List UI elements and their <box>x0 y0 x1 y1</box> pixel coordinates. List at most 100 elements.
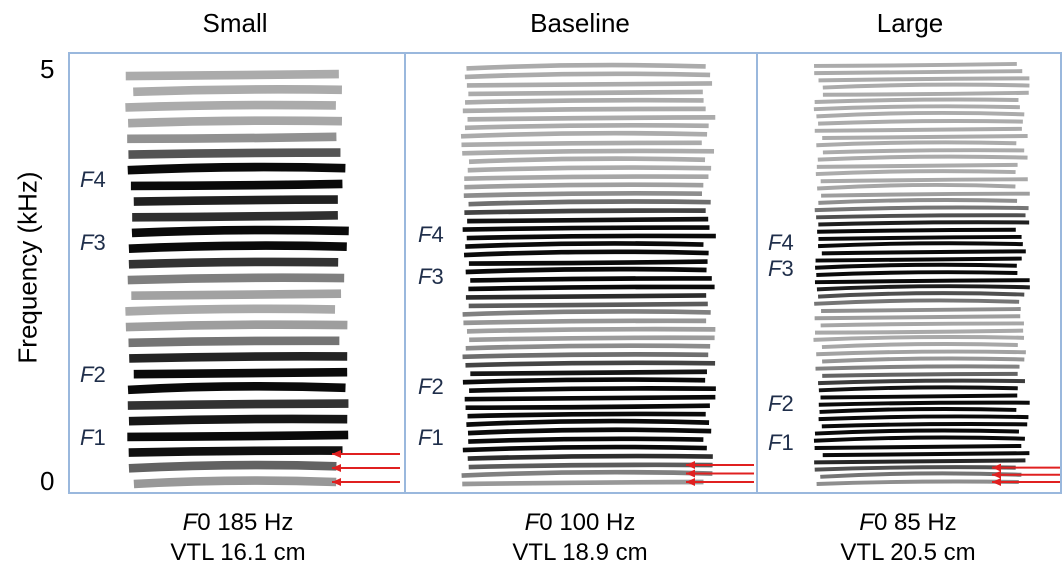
harmonic-band <box>817 154 1028 162</box>
harmonic-band <box>127 382 346 395</box>
harmonic-band <box>818 400 1030 407</box>
harmonic-band <box>820 177 1028 184</box>
harmonic-band <box>817 182 1016 191</box>
panel-title-large: Large <box>876 8 944 38</box>
harmonic-band <box>463 249 709 258</box>
f0-caption-small: F0 185 Hz <box>182 509 294 536</box>
harmonic-band <box>125 100 336 112</box>
harmonic-band <box>818 198 1018 205</box>
harmonic-band <box>462 377 706 385</box>
panel-title-baseline: Baseline <box>530 8 630 38</box>
harmonic-band <box>468 259 708 266</box>
harmonic-band <box>822 90 1029 97</box>
harmonic-band <box>468 156 706 165</box>
harmonic-band <box>127 116 343 128</box>
harmonic-band <box>814 126 1022 133</box>
spectrogram-baseline <box>460 62 754 487</box>
harmonic-band <box>464 394 716 402</box>
harmonic-band <box>813 335 1025 342</box>
formant-label: F1 <box>768 429 794 455</box>
y-axis-label: Frequency (kHz) <box>12 171 43 364</box>
formant-label: F1 <box>418 425 444 451</box>
harmonic-band <box>464 97 704 105</box>
harmonic-band <box>814 443 1022 450</box>
harmonic-band <box>817 378 1026 386</box>
formant-label: F2 <box>768 391 794 417</box>
harmonic-band <box>817 241 1023 249</box>
harmonic-band <box>462 444 707 453</box>
harmonic-band <box>814 69 1023 76</box>
harmonic-band <box>128 460 337 473</box>
harmonic-band <box>460 130 708 139</box>
harmonic-band <box>127 273 345 285</box>
harmonic-band <box>125 69 339 81</box>
harmonic-band <box>129 352 348 363</box>
harmonic-band <box>822 356 1025 364</box>
harmonic-band <box>464 71 711 80</box>
spectrogram-panel-small <box>68 52 406 494</box>
caption-large: F0 85 Hz VTL 20.5 cm <box>748 508 1064 568</box>
harmonic-band <box>461 140 702 148</box>
harmonic-band <box>127 132 337 144</box>
formant-label: F3 <box>80 230 106 256</box>
harmonic-band <box>130 179 343 191</box>
harmonic-band <box>468 462 713 470</box>
harmonic-band <box>820 393 1018 400</box>
harmonic-band <box>466 81 713 88</box>
harmonic-band <box>465 241 704 249</box>
harmonic-band <box>128 257 339 269</box>
harmonic-band <box>821 422 1028 429</box>
harmonic-band <box>470 276 712 283</box>
harmonic-band <box>821 249 1026 256</box>
harmonic-arrowhead <box>992 478 1001 486</box>
caption-baseline: F0 100 Hz VTL 18.9 cm <box>420 508 740 568</box>
harmonic-band <box>464 122 709 131</box>
harmonic-band <box>127 399 349 410</box>
y-tick-top: 5 <box>40 54 55 84</box>
harmonic-band <box>467 115 716 122</box>
harmonic-band <box>815 364 1020 371</box>
y-tick-bottom: 0 <box>40 466 55 496</box>
harmonic-band <box>125 304 336 316</box>
harmonic-band <box>816 110 1025 119</box>
harmonic-band <box>133 367 348 379</box>
harmonic-band <box>814 428 1020 436</box>
harmonic-band <box>461 469 713 478</box>
harmonic-band <box>818 385 1018 393</box>
harmonic-band <box>463 318 707 326</box>
harmonic-band <box>462 106 706 114</box>
harmonic-band <box>133 85 342 97</box>
harmonic-band <box>464 182 704 190</box>
harmonic-band <box>815 256 1022 263</box>
harmonic-band <box>818 76 1030 83</box>
harmonic-band <box>467 411 706 419</box>
vtl-caption-small: VTL 16.1 cm <box>170 539 306 566</box>
harmonic-band <box>822 451 1030 458</box>
harmonic-band <box>462 352 709 360</box>
harmonic-band <box>128 241 347 253</box>
harmonic-band <box>464 208 706 215</box>
formant-label: F3 <box>768 255 794 281</box>
harmonic-band <box>462 309 711 317</box>
harmonic-band <box>816 213 1026 220</box>
harmonic-band <box>814 205 1029 213</box>
formant-label: F3 <box>418 264 444 290</box>
harmonic-band <box>822 371 1018 378</box>
harmonic-band <box>467 216 709 224</box>
harmonic-band <box>468 301 708 309</box>
harmonic-band <box>820 321 1024 328</box>
harmonic-band <box>814 314 1021 321</box>
harmonic-arrowhead <box>686 461 695 470</box>
harmonic-band <box>466 233 716 241</box>
harmonic-band <box>822 134 1028 140</box>
harmonic-band <box>815 169 1016 177</box>
harmonic-arrowhead <box>686 478 695 486</box>
caption-small: F0 185 Hz VTL 16.1 cm <box>78 508 398 568</box>
harmonic-band <box>814 97 1019 104</box>
harmonic-band <box>813 104 1020 112</box>
harmonic-band <box>462 148 715 156</box>
formant-label: F4 <box>768 230 794 256</box>
harmonic-band <box>127 430 349 442</box>
harmonic-band <box>463 191 703 199</box>
harmonic-band <box>131 289 342 301</box>
